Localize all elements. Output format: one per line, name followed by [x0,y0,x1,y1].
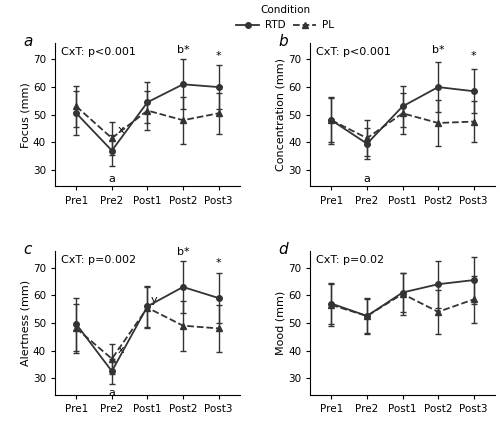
Text: CxT: p<0.001: CxT: p<0.001 [316,47,390,57]
Y-axis label: Alertness (mm): Alertness (mm) [20,280,30,366]
Text: a: a [364,174,370,184]
Text: CxT: p=0.002: CxT: p=0.002 [60,255,136,266]
Text: CxT: p=0.02: CxT: p=0.02 [316,255,384,266]
Text: b*: b* [176,45,190,55]
Text: y: y [151,295,158,305]
Text: b*: b* [176,247,190,257]
Text: a: a [24,34,33,49]
Text: c: c [24,242,32,257]
Y-axis label: Focus (mm): Focus (mm) [20,82,30,148]
Y-axis label: Concentration (mm): Concentration (mm) [275,58,285,171]
Text: *: * [216,51,222,61]
Text: *: * [216,258,222,268]
Text: d: d [278,242,288,257]
Text: CxT: p<0.001: CxT: p<0.001 [60,47,136,57]
Text: a: a [108,174,116,184]
Y-axis label: Mood (mm): Mood (mm) [275,291,285,355]
Text: x: x [117,344,124,355]
Text: b*: b* [432,45,444,55]
Text: *: * [471,51,476,61]
Text: b: b [278,34,288,49]
Legend: RTD, PL: RTD, PL [236,5,334,30]
Text: x: x [117,125,124,136]
Text: a: a [108,388,116,398]
